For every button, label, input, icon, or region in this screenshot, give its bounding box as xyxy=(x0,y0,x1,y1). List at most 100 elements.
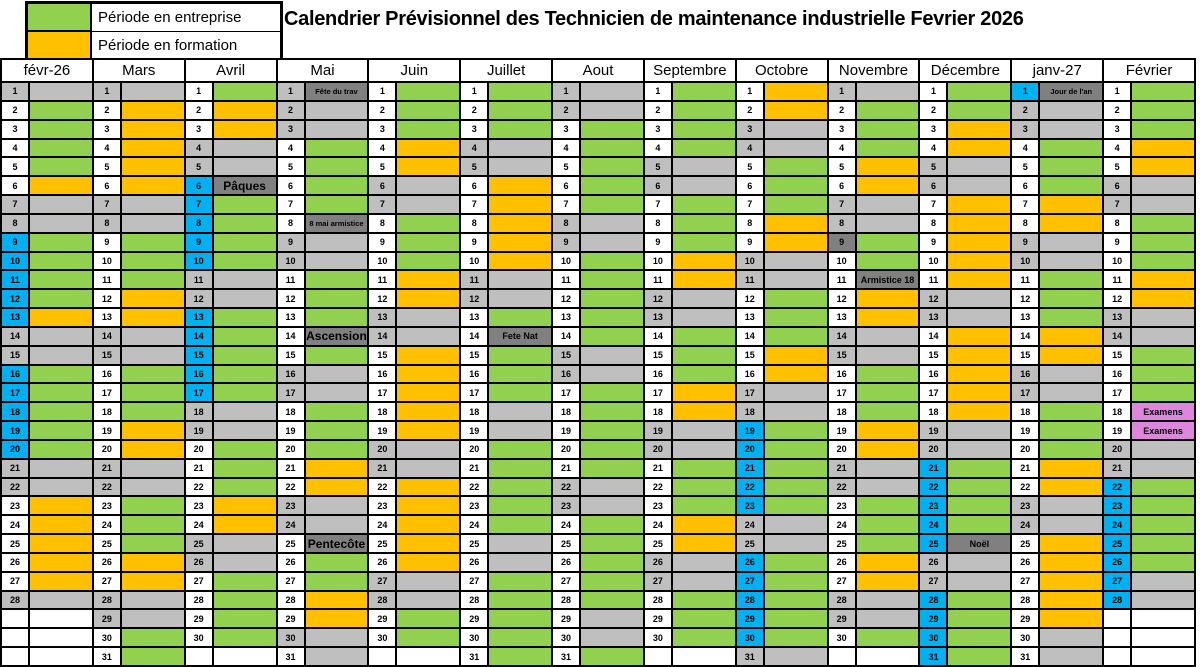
day-number-cell[interactable]: 10 xyxy=(277,252,304,270)
day-number-cell[interactable]: 4 xyxy=(461,139,488,157)
day-number-cell[interactable]: 7 xyxy=(93,196,120,213)
day-number-cell[interactable]: 20 xyxy=(2,440,28,458)
day-main-cell[interactable] xyxy=(764,610,827,628)
day-main-cell[interactable] xyxy=(948,101,1011,119)
day-number-cell[interactable]: 29 xyxy=(185,610,212,628)
day-main-cell[interactable] xyxy=(121,591,184,609)
day-main-cell[interactable] xyxy=(581,139,643,157)
day-number-cell[interactable]: 4 xyxy=(828,139,855,157)
day-main-cell[interactable] xyxy=(672,365,735,383)
day-number-cell[interactable]: 30 xyxy=(828,629,855,647)
day-main-cell[interactable] xyxy=(948,196,1011,213)
day-main-cell[interactable] xyxy=(1040,101,1103,119)
month-header[interactable]: janv-27 xyxy=(1012,60,1103,81)
day-number-cell[interactable]: 30 xyxy=(736,629,763,647)
day-number-cell[interactable]: 17 xyxy=(920,384,947,402)
day-main-cell[interactable] xyxy=(1132,346,1194,364)
day-number-cell[interactable]: 2 xyxy=(277,101,304,119)
day-main-cell[interactable] xyxy=(397,214,460,232)
day-main-cell[interactable] xyxy=(213,346,276,364)
month-header[interactable]: Septembre xyxy=(644,60,735,81)
day-number-cell[interactable]: 23 xyxy=(1104,497,1131,515)
day-main-cell[interactable] xyxy=(305,459,368,477)
day-main-cell[interactable] xyxy=(856,422,919,439)
day-main-cell[interactable] xyxy=(121,271,184,289)
day-main-cell[interactable] xyxy=(581,403,643,421)
day-number-cell[interactable]: 23 xyxy=(1012,497,1039,515)
day-number-cell[interactable]: 1 xyxy=(736,83,763,100)
day-main-cell[interactable] xyxy=(397,403,460,421)
day-number-cell[interactable]: 24 xyxy=(277,516,304,534)
day-main-cell[interactable] xyxy=(1040,535,1103,552)
day-number-cell[interactable]: 12 xyxy=(1104,290,1131,308)
day-main-cell[interactable] xyxy=(305,384,368,402)
day-main-cell[interactable] xyxy=(397,158,460,176)
day-main-cell[interactable] xyxy=(489,497,552,515)
day-main-cell[interactable] xyxy=(581,384,643,402)
day-number-cell[interactable]: 22 xyxy=(461,478,488,496)
day-number-cell[interactable]: 14 xyxy=(369,327,396,345)
day-number-cell[interactable]: 2 xyxy=(644,101,671,119)
day-number-cell[interactable]: 3 xyxy=(1012,120,1039,138)
day-number-cell[interactable]: 3 xyxy=(2,120,28,138)
day-number-cell[interactable]: 29 xyxy=(644,610,671,628)
day-number-cell[interactable]: 8 xyxy=(185,214,212,232)
day-main-cell[interactable] xyxy=(397,478,460,496)
day-number-cell[interactable]: 14 xyxy=(1012,327,1039,345)
day-main-cell[interactable] xyxy=(1132,290,1194,308)
day-main-cell[interactable] xyxy=(213,478,276,496)
day-number-cell[interactable]: 28 xyxy=(2,591,28,609)
day-number-cell[interactable]: 23 xyxy=(553,497,580,515)
month-header[interactable]: févr-26 xyxy=(2,60,92,81)
day-number-cell[interactable]: 25 xyxy=(277,535,304,552)
day-number-cell[interactable]: 27 xyxy=(920,572,947,590)
day-main-cell[interactable] xyxy=(30,139,92,157)
day-main-cell[interactable] xyxy=(397,271,460,289)
day-number-cell[interactable]: 27 xyxy=(185,572,212,590)
day-main-cell[interactable] xyxy=(121,629,184,647)
day-number-cell[interactable]: 28 xyxy=(277,591,304,609)
day-number-cell[interactable]: 24 xyxy=(2,516,28,534)
day-number-cell[interactable]: 3 xyxy=(93,120,120,138)
day-number-cell[interactable]: 16 xyxy=(553,365,580,383)
day-main-cell[interactable] xyxy=(672,139,735,157)
day-main-cell[interactable] xyxy=(1040,120,1103,138)
day-number-cell[interactable]: 11 xyxy=(2,271,28,289)
day-main-cell[interactable] xyxy=(581,271,643,289)
day-number-cell[interactable]: 3 xyxy=(920,120,947,138)
day-number-cell[interactable]: 31 xyxy=(920,648,947,665)
day-number-cell[interactable]: 26 xyxy=(277,553,304,571)
day-number-cell[interactable]: 15 xyxy=(920,346,947,364)
day-main-cell[interactable] xyxy=(1040,403,1103,421)
day-number-cell[interactable]: 29 xyxy=(461,610,488,628)
day-number-cell[interactable]: 27 xyxy=(736,572,763,590)
day-number-cell[interactable]: 28 xyxy=(369,591,396,609)
day-number-cell[interactable]: 27 xyxy=(2,572,28,590)
day-number-cell[interactable]: 5 xyxy=(1012,158,1039,176)
day-main-cell[interactable] xyxy=(305,553,368,571)
empty-day-number-cell[interactable] xyxy=(369,648,396,665)
month-header[interactable]: Décembre xyxy=(920,60,1011,81)
day-number-cell[interactable]: 18 xyxy=(1104,403,1131,421)
day-number-cell[interactable]: 5 xyxy=(828,158,855,176)
month-header[interactable]: Novembre xyxy=(828,60,919,81)
day-main-cell[interactable] xyxy=(213,101,276,119)
day-number-cell[interactable]: 5 xyxy=(461,158,488,176)
day-main-cell[interactable] xyxy=(213,535,276,552)
day-main-cell[interactable] xyxy=(856,478,919,496)
day-number-cell[interactable]: 19 xyxy=(1104,422,1131,439)
day-number-cell[interactable]: 3 xyxy=(828,120,855,138)
day-number-cell[interactable]: 2 xyxy=(920,101,947,119)
day-number-cell[interactable]: 18 xyxy=(736,403,763,421)
day-label-cell[interactable]: Examens xyxy=(1132,403,1194,421)
day-main-cell[interactable] xyxy=(1040,233,1103,251)
day-number-cell[interactable]: 24 xyxy=(1012,516,1039,534)
day-number-cell[interactable]: 13 xyxy=(920,309,947,326)
day-number-cell[interactable]: 27 xyxy=(553,572,580,590)
day-main-cell[interactable] xyxy=(672,478,735,496)
day-number-cell[interactable]: 8 xyxy=(736,214,763,232)
day-main-cell[interactable] xyxy=(581,497,643,515)
day-main-cell[interactable] xyxy=(581,629,643,647)
day-main-cell[interactable] xyxy=(764,459,827,477)
day-number-cell[interactable]: 6 xyxy=(185,177,212,195)
